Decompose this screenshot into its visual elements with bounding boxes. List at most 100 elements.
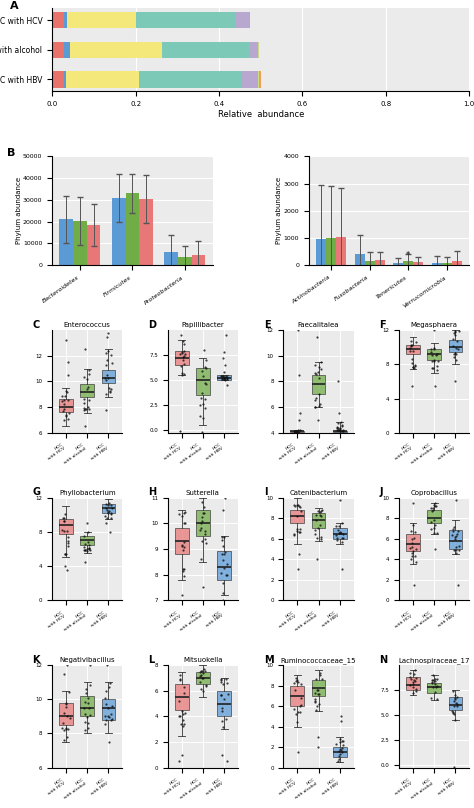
Point: [317, 509, 325, 522]
Point: [179, 539, 186, 552]
Point: [218, 369, 226, 382]
Point: [434, 692, 441, 705]
Point: [312, 509, 319, 522]
Bar: [164, 252, 178, 265]
PathPatch shape: [80, 536, 94, 545]
Point: [318, 356, 325, 368]
PathPatch shape: [448, 697, 462, 710]
Point: [201, 478, 209, 491]
Point: [332, 529, 340, 542]
Point: [409, 547, 416, 560]
Point: [180, 718, 188, 730]
Point: [178, 347, 186, 360]
Point: [340, 423, 347, 436]
Point: [407, 671, 414, 684]
Point: [409, 540, 416, 553]
Point: [218, 372, 226, 385]
Point: [430, 499, 438, 511]
Point: [311, 686, 319, 699]
Point: [180, 507, 188, 520]
Point: [106, 525, 114, 538]
Bar: [259, 71, 261, 87]
Point: [451, 328, 458, 341]
Point: [452, 325, 459, 338]
PathPatch shape: [311, 513, 326, 528]
Point: [64, 487, 72, 500]
Point: [107, 713, 115, 726]
Point: [318, 505, 325, 518]
Point: [340, 739, 347, 751]
Point: [296, 523, 304, 536]
Point: [84, 722, 91, 734]
PathPatch shape: [406, 533, 420, 551]
Point: [290, 528, 298, 541]
Point: [317, 362, 325, 375]
Point: [219, 576, 227, 589]
Point: [179, 707, 187, 720]
Point: [335, 424, 343, 437]
Point: [200, 411, 207, 424]
Point: [180, 345, 188, 358]
Title: Sutterella: Sutterella: [186, 490, 220, 496]
Point: [177, 329, 185, 342]
Point: [317, 532, 325, 545]
Bar: [178, 256, 191, 265]
Point: [337, 527, 345, 540]
Point: [104, 371, 111, 384]
Point: [450, 520, 458, 533]
Point: [219, 539, 227, 552]
Point: [199, 671, 207, 684]
Title: Phyllobacterium: Phyllobacterium: [59, 490, 116, 496]
Point: [177, 718, 185, 730]
Point: [219, 534, 226, 547]
Point: [103, 354, 111, 367]
Point: [452, 541, 460, 553]
Point: [337, 526, 344, 539]
Point: [314, 741, 322, 754]
Point: [311, 401, 319, 414]
Text: G: G: [33, 487, 40, 498]
Bar: [316, 239, 326, 265]
Point: [218, 531, 226, 544]
Point: [105, 499, 112, 511]
Point: [218, 369, 225, 382]
Point: [297, 677, 305, 690]
Point: [292, 671, 300, 684]
PathPatch shape: [101, 370, 115, 383]
Point: [428, 673, 436, 686]
PathPatch shape: [291, 431, 304, 432]
Point: [85, 538, 92, 551]
Title: Mitsuokella: Mitsuokella: [183, 658, 223, 663]
Point: [179, 368, 186, 381]
Point: [60, 402, 67, 415]
Point: [106, 385, 114, 398]
Point: [62, 697, 70, 710]
Point: [82, 420, 89, 433]
Point: [222, 329, 230, 342]
Point: [295, 368, 303, 381]
Point: [311, 524, 319, 537]
Text: D: D: [148, 320, 156, 330]
Point: [431, 674, 439, 687]
Point: [333, 534, 340, 547]
Point: [454, 343, 462, 356]
Point: [336, 425, 344, 438]
Point: [179, 353, 186, 366]
Point: [338, 419, 346, 431]
Point: [106, 385, 114, 398]
Bar: [52, 12, 64, 28]
Point: [433, 348, 441, 361]
Point: [219, 504, 227, 517]
Point: [433, 680, 441, 693]
Point: [452, 529, 460, 542]
Point: [336, 525, 343, 538]
PathPatch shape: [427, 349, 441, 360]
Point: [335, 744, 342, 757]
Point: [86, 679, 94, 692]
Bar: [442, 263, 452, 265]
Point: [202, 362, 210, 375]
Point: [105, 505, 113, 518]
Point: [221, 373, 228, 386]
Point: [83, 372, 91, 385]
Point: [410, 544, 417, 557]
